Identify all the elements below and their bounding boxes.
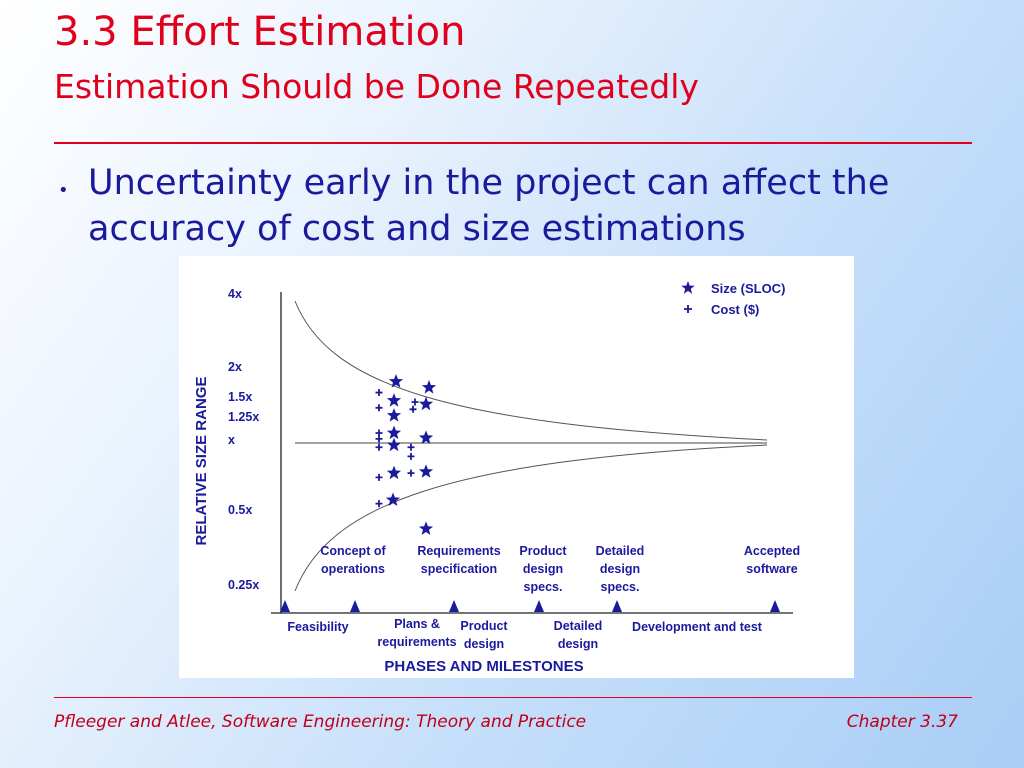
milestone-concept-of-operations: Concept of operations	[320, 544, 386, 576]
slide-subtitle: Estimation Should be Done Repeatedly	[54, 67, 699, 106]
lower-envelope-curve	[294, 444, 768, 592]
milestone-marker-5	[612, 600, 622, 612]
title-divider	[54, 142, 972, 144]
y-tick-labels: 4x 2x 1.5x 1.25x x 0.5x 0.25x	[228, 287, 259, 592]
y-tick-1-25x: 1.25x	[228, 410, 259, 424]
phase-detailed-design: Detailed design	[554, 619, 603, 651]
phase-development-and-test: Development and test	[632, 620, 763, 634]
y-tick-0-5x: 0.5x	[228, 503, 252, 517]
phase-product-design: Product design	[460, 619, 508, 651]
phase-feasibility: Feasibility	[287, 620, 348, 634]
phase-plans-requirements: Plans & requirements	[377, 617, 456, 649]
size-point-7	[385, 492, 401, 506]
size-point-4	[386, 425, 402, 440]
estimation-funnel-chart: RELATIVE SIZE RANGE PHASES AND MILESTONE…	[193, 281, 800, 675]
size-point-3	[386, 408, 402, 422]
data-points	[375, 374, 437, 535]
footer-divider	[54, 697, 972, 698]
size-point-2	[386, 393, 402, 407]
cost-point-9	[409, 405, 417, 413]
upper-envelope-curve	[294, 300, 768, 441]
bullet-marker: •	[58, 180, 69, 201]
y-tick-x: x	[228, 433, 235, 447]
milestone-marker-3	[449, 600, 459, 612]
size-point-10	[418, 430, 434, 444]
cost-point-7	[375, 500, 383, 508]
chart-axes	[271, 292, 793, 614]
legend-star-icon	[681, 281, 695, 294]
size-point-8	[421, 380, 437, 394]
footer-citation: Pfleeger and Atlee, Software Engineering…	[54, 712, 587, 732]
y-tick-2x: 2x	[228, 360, 242, 374]
bullet-text: Uncertainty early in the project can aff…	[88, 163, 890, 249]
legend-label-size-sloc: Size (SLOC)	[711, 281, 785, 296]
size-point-12	[418, 521, 434, 535]
milestone-marker-6	[770, 600, 780, 612]
cost-point-2	[375, 404, 383, 412]
size-point-1	[388, 374, 404, 388]
cost-point-1	[375, 389, 383, 397]
milestone-marker-4	[534, 600, 544, 612]
y-tick-1-5x: 1.5x	[228, 390, 252, 404]
legend-label-cost: Cost ($)	[711, 302, 759, 317]
y-tick-4x: 4x	[228, 287, 242, 301]
footer-page-number: Chapter 3.37	[846, 712, 958, 732]
cost-point-4	[375, 435, 383, 443]
size-point-11	[418, 464, 434, 478]
y-tick-0-25x: 0.25x	[228, 578, 259, 592]
legend-plus-icon	[684, 305, 692, 313]
cost-point-12	[407, 469, 415, 477]
size-point-5	[386, 437, 402, 452]
chart-legend: Size (SLOC) Cost ($)	[681, 281, 785, 317]
size-point-9	[418, 396, 434, 411]
estimation-funnel-figure: RELATIVE SIZE RANGE PHASES AND MILESTONE…	[179, 256, 854, 678]
cost-point-11	[407, 452, 415, 460]
cost-point-5	[375, 443, 383, 451]
milestone-marker-1	[280, 600, 290, 612]
slide-title: 3.3 Effort Estimation	[54, 9, 466, 55]
milestone-detailed-design-specs: Detailed design specs.	[596, 544, 645, 594]
cost-point-3	[375, 429, 383, 437]
x-axis-title: PHASES AND MILESTONES	[384, 658, 583, 675]
size-point-6	[386, 465, 402, 480]
milestone-requirements-specification: Requirements specification	[417, 544, 500, 576]
y-axis-title: RELATIVE SIZE RANGE	[193, 377, 210, 546]
milestone-markers	[280, 600, 780, 612]
milestone-labels: Concept of operations Requirements specific…	[320, 544, 800, 594]
milestone-accepted-software: Accepted software	[744, 544, 800, 576]
cost-point-8	[411, 398, 419, 406]
cost-point-10	[407, 443, 415, 451]
milestone-product-design-specs: Product design specs.	[519, 544, 567, 594]
cost-point-6	[375, 473, 383, 481]
milestone-marker-2	[350, 600, 360, 612]
